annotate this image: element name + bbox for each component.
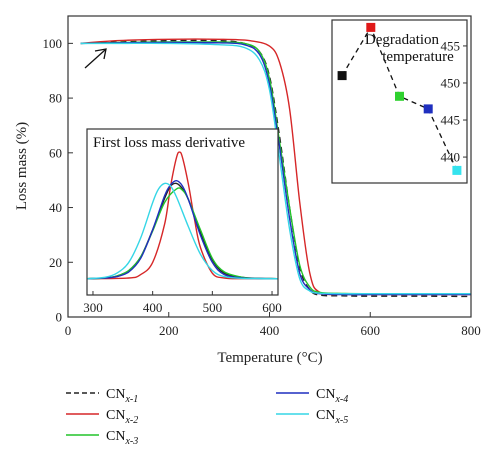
derivative-x-tick-label: 400 — [143, 300, 163, 315]
degradation-y-tick-label: 450 — [441, 75, 461, 90]
x-axis-title: Temperature (°C) — [217, 350, 322, 366]
main-y-tick-label: 0 — [56, 310, 63, 325]
degradation-point-3 — [395, 91, 404, 101]
legend-label: CNx-1 — [106, 387, 138, 405]
degradation-y-ticks: 440 445 450 455 — [441, 38, 467, 165]
derivative-series-line-5 — [86, 182, 279, 280]
derivative-x-ticks: 300 400 500 600 — [83, 291, 282, 315]
degradation-y-tick-label: 455 — [441, 38, 461, 53]
legend: CNx-1 CNx-2 CNx-3 CNx-4 CNx-5 — [66, 387, 348, 447]
main-x-ticks: 0 200 400 600 800 — [65, 312, 481, 338]
degradation-points — [337, 22, 462, 175]
arrow-annotation — [84, 48, 107, 69]
legend-label: CNx-5 — [316, 408, 348, 426]
main-series-lines — [80, 38, 472, 298]
degradation-inset-frame — [331, 19, 468, 184]
legend-label: CNx-4 — [316, 387, 348, 405]
main-y-tick-label: 40 — [49, 200, 62, 215]
legend-entry-3: CNx-3 — [66, 429, 138, 447]
main-x-tick-label: 400 — [260, 323, 280, 338]
derivative-series-line-2 — [86, 151, 279, 280]
legend-entry-1: CNx-1 — [66, 387, 138, 405]
degradation-point-4 — [423, 104, 433, 114]
main-y-tick-label: 60 — [49, 145, 62, 160]
main-plot: 0 200 400 600 800 0 20 40 60 80 100 Temperature (… — [14, 15, 481, 366]
degradation-point-1 — [337, 71, 347, 81]
y-axis-title: Loss mass (%) — [14, 122, 30, 210]
degradation-point-5 — [452, 165, 462, 175]
degradation-inset-title: Degradation temperature — [365, 32, 454, 65]
derivative-inset-title: First loss mass derivative — [93, 135, 245, 151]
legend-entry-2: CNx-2 — [66, 408, 138, 426]
degradation-y-tick-label: 440 — [441, 150, 461, 165]
derivative-series-line-4 — [86, 179, 279, 280]
derivative-inset: 300 400 500 600 First loss mass derivative — [83, 128, 282, 315]
derivative-series-lines — [86, 151, 279, 280]
degradation-y-tick-label: 445 — [441, 113, 461, 128]
main-x-tick-label: 200 — [159, 323, 179, 338]
derivative-series-line-3 — [86, 187, 279, 280]
legend-entry-4: CNx-4 — [276, 387, 348, 405]
main-series-line-4 — [80, 41, 471, 296]
legend-entry-5: CNx-5 — [276, 408, 348, 426]
derivative-inset-frame — [86, 128, 279, 296]
degradation-inset: 440 445 450 455 Degradation temperature — [331, 19, 468, 184]
degradation-point-2 — [366, 22, 376, 32]
derivative-x-tick-label: 300 — [83, 300, 103, 315]
main-x-tick-label: 0 — [65, 323, 72, 338]
main-y-tick-label: 100 — [43, 36, 63, 51]
main-y-tick-label: 20 — [49, 255, 62, 270]
derivative-x-tick-label: 600 — [262, 300, 282, 315]
main-x-tick-label: 800 — [461, 323, 481, 338]
main-y-tick-label: 80 — [49, 91, 62, 106]
legend-label: CNx-2 — [106, 408, 138, 426]
main-y-ticks: 0 20 40 60 80 100 — [43, 36, 73, 325]
main-series-line-5 — [80, 42, 471, 295]
legend-label: CNx-3 — [106, 429, 138, 447]
main-x-tick-label: 600 — [361, 323, 381, 338]
derivative-x-tick-label: 500 — [203, 300, 223, 315]
